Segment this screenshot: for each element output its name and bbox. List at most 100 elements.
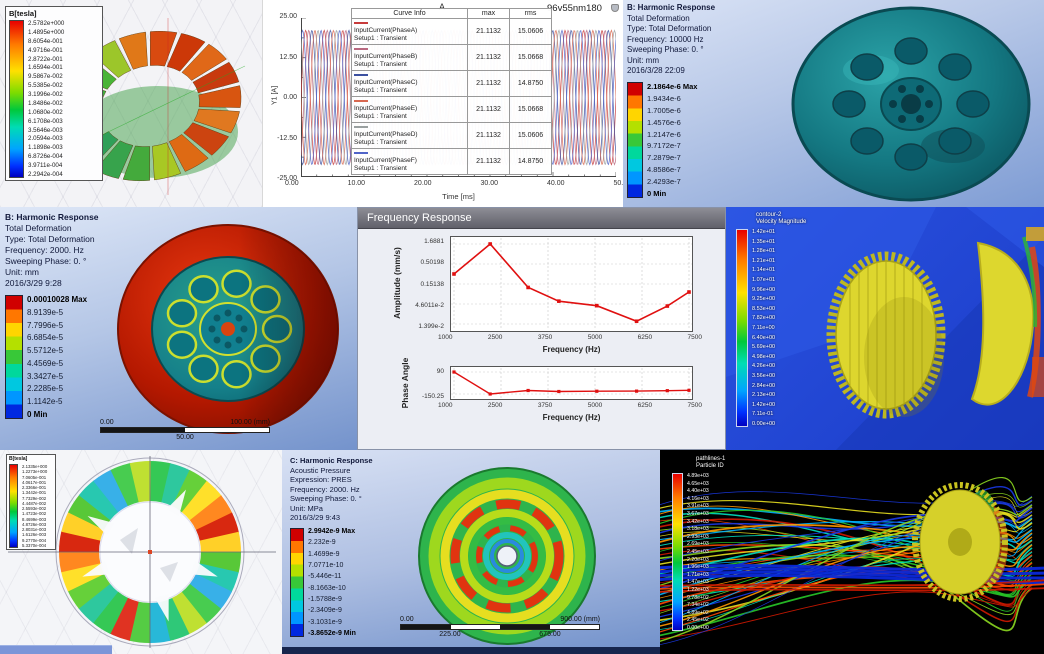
legend-title-line: Particle ID xyxy=(696,463,724,469)
legend-value: 3.42e+03 xyxy=(687,518,709,525)
info-line: Sweeping Phase: 0. ° xyxy=(5,256,87,266)
y-axis-ticks: 25.00 12.50 0.00 -12.50 -25.00 xyxy=(269,13,297,182)
legend-value: 1.4576e-6 xyxy=(647,117,681,127)
curve-max: 21.1132 xyxy=(467,96,510,123)
legend-value: 4.89e+03 xyxy=(687,473,709,479)
x-tick-label: 30.00 xyxy=(480,180,499,187)
panel-harmonic-response-10000hz: B: Harmonic Response Total Deformation Typ… xyxy=(623,0,1044,207)
curve-rms: 14.8750 xyxy=(509,148,552,175)
result-info-block: B: Harmonic Response Total Deformation Typ… xyxy=(5,212,99,289)
legend-value: 0.00e+00 xyxy=(752,420,776,427)
curve-info-header: Curve Info xyxy=(351,8,468,19)
velocity-contour-visualization xyxy=(726,207,1044,450)
amplitude-axis-label: Amplitude (mm/s) xyxy=(392,247,402,319)
legend-value: 7.0771e-10 xyxy=(308,561,344,569)
legend-value: 1.96e+03 xyxy=(687,564,709,571)
result-info-block: B: Harmonic Response Total Deformation Typ… xyxy=(627,3,715,77)
phase-response-chart xyxy=(450,366,693,400)
legend-value: 1.4895e+000 xyxy=(28,28,65,36)
x-tick-label: 10.00 xyxy=(347,180,366,187)
x-tick-label: 7500 xyxy=(687,334,702,341)
legend-value: 7.2879e-7 xyxy=(647,153,681,163)
curve-setup: Setup1 : Transient xyxy=(354,61,407,68)
legend-value: 2.8722e-001 xyxy=(28,55,63,63)
legend-value: -3.1031e-9 xyxy=(308,618,342,626)
x-tick-label: 6250 xyxy=(637,402,653,409)
curve-max: 21.1132 xyxy=(467,44,510,71)
flux-legend-title: B[tesla] xyxy=(9,456,28,462)
legend-value: 4.4487e-002 xyxy=(22,500,47,506)
y-tick-label: 25.00 xyxy=(279,13,297,20)
scale-ruler: 0.00 100.00 (mm) 50.00 xyxy=(100,419,270,441)
rms-header: rms xyxy=(509,8,552,19)
legend-value: 6.8726e-004 xyxy=(28,153,63,161)
legend-value: 4.65e+03 xyxy=(687,480,709,487)
velocity-legend-title: contour-2 Velocity Magnitude xyxy=(756,212,806,226)
curve-max: 21.1132 xyxy=(467,148,510,175)
curve-rms: 15.0606 xyxy=(509,18,552,45)
legend-value: 1.1142e-5 xyxy=(27,397,63,407)
info-line: Sweeping Phase: 0. ° xyxy=(627,45,704,54)
x-tick-label: 3750 xyxy=(537,334,553,341)
legend-value: 0.00010028 Max xyxy=(27,295,88,304)
x-tick-label: 3750 xyxy=(537,402,553,409)
legend-value: 1.6594e-001 xyxy=(28,64,63,72)
x-tick-label: 50.00 xyxy=(613,180,623,187)
ruler-quarter-label: 675.00 xyxy=(539,631,561,638)
curve-name: InputCurrent(PhaseF) xyxy=(354,157,417,164)
legend-value: 7.11e+00 xyxy=(752,324,775,331)
info-line: B: Harmonic Response xyxy=(627,3,716,12)
legend-value: 5.5712e-5 xyxy=(27,346,64,356)
flux-colorbar xyxy=(9,20,24,178)
legend-value: 4.0617e-001 xyxy=(22,479,47,485)
amplitude-x-ticks: 1000 2500 3750 5000 6250 7500 xyxy=(438,334,702,341)
legend-value: 7.7329e-002 xyxy=(22,495,47,501)
legend-value: 1.4723e-002 xyxy=(22,511,47,517)
window-titlebar[interactable]: Frequency Response xyxy=(358,208,725,229)
info-line: Expression: PRES xyxy=(290,475,352,484)
legend-value: 8.9139e-5 xyxy=(27,307,64,317)
panel-flux-torus: B[tesla] 2.5782e+000 1.4895e+000 8.6054e-0… xyxy=(0,0,262,207)
info-line: 2016/3/29 9:28 xyxy=(5,278,62,288)
legend-value: 1.22e+03 xyxy=(687,586,709,593)
curve-info-table: Curve Info max rms InputCurrent(PhaseA) S… xyxy=(351,8,552,175)
curve-max: 21.1132 xyxy=(467,18,510,45)
deformation-wheel-visualization xyxy=(791,6,1031,202)
info-line: 2016/3/28 22:09 xyxy=(627,66,685,75)
x-tick-label: 2500 xyxy=(487,402,503,409)
velocity-colorbar xyxy=(736,229,748,427)
ruler-mid-label: 50.00 xyxy=(176,434,194,441)
legend-value: -2.3409e-9 xyxy=(308,607,342,615)
acoustic-disc-visualization xyxy=(418,467,596,645)
legend-value: 6.1708e-003 xyxy=(28,117,63,125)
info-line: 2016/3/29 9:43 xyxy=(290,513,341,522)
curve-name: InputCurrent(PhaseA) xyxy=(354,27,418,34)
flux-rotor-visualization xyxy=(8,456,276,648)
window-edge-strip xyxy=(282,647,660,654)
ruler-right-label: 900.00 (mm) xyxy=(560,616,600,623)
flux-legend-title: B[tesla] xyxy=(9,9,37,18)
pin-icon[interactable] xyxy=(611,4,619,12)
x-tick-label: 6250 xyxy=(637,334,653,341)
panel-harmonic-response-2000hz: B: Harmonic Response Total Deformation Typ… xyxy=(0,207,357,450)
legend-value: -1.5788e-9 xyxy=(308,595,342,603)
y-tick-label: -12.50 xyxy=(277,134,297,142)
legend-value: 2.2285e-5 xyxy=(27,384,64,394)
max-header: max xyxy=(467,8,510,19)
x-tick-label: 5000 xyxy=(587,402,603,409)
legend-value: 1.14e+01 xyxy=(752,267,776,274)
legend-value: 1.42e+00 xyxy=(752,401,776,408)
legend-value: 4.9716e-001 xyxy=(28,46,63,54)
pathlines-legend-title: pathlines-1 Particle ID xyxy=(696,456,725,470)
flux-torus-visualization xyxy=(49,18,246,195)
legend-value: 9.5867e-002 xyxy=(28,73,63,81)
x-tick-label: 20.00 xyxy=(414,180,432,187)
legend-value: 0 Min xyxy=(27,409,48,419)
legend-value: -5.446e-11 xyxy=(308,573,342,581)
y-tick-label: 0.00 xyxy=(283,94,297,101)
legend-value: 1.07e+01 xyxy=(752,276,776,283)
legend-value: 9.25e+00 xyxy=(752,296,776,303)
ruler-quarter-label: 225.00 xyxy=(439,631,461,638)
legend-value: 7.34e+02 xyxy=(687,602,709,609)
legend-value: 2.84e+00 xyxy=(752,382,776,389)
